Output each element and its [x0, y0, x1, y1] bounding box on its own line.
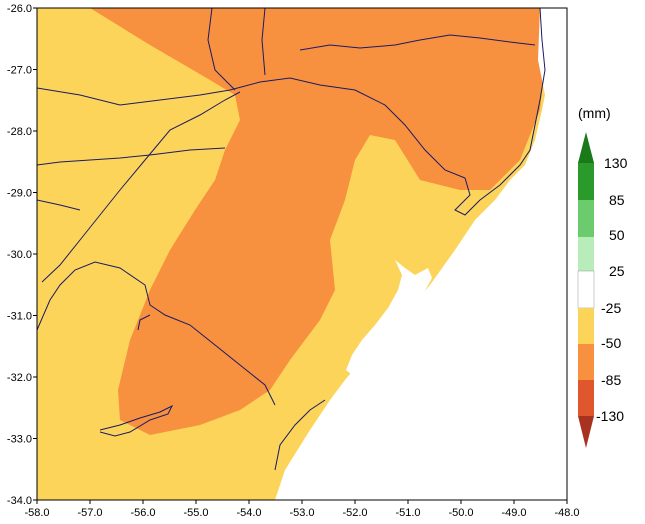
lagoon-patos	[346, 260, 432, 375]
lon-tick-label: -53.0	[289, 507, 314, 519]
lon-tick-label: -58.0	[24, 507, 49, 519]
lon-tick-label: -49.0	[501, 507, 526, 519]
legend-box-minus85-minus130	[578, 380, 594, 416]
legend-box-85-130	[578, 163, 594, 200]
lon-tick-label: -48.0	[554, 507, 579, 519]
legend-unit: (mm)	[578, 105, 611, 121]
legend: (mm) 130 85 50 25 -25 -50 -85 -130	[577, 105, 628, 448]
lon-tick-label: -54.0	[236, 507, 261, 519]
legend-label-minus25: -25	[601, 300, 621, 316]
legend-label-minus50: -50	[601, 335, 621, 351]
lon-tick-label: -57.0	[77, 507, 102, 519]
legend-label-minus85: -85	[601, 372, 621, 388]
lon-tick-label: -56.0	[130, 507, 155, 519]
lat-tick-label: -30.0	[7, 249, 32, 261]
lon-tick-label: -55.0	[183, 507, 208, 519]
lat-tick-label: -32.0	[7, 372, 32, 384]
lat-tick-label: -28.0	[7, 126, 32, 138]
legend-arrow-top	[578, 132, 594, 163]
legend-box-minus25-minus50	[578, 308, 594, 344]
legend-label-25: 25	[609, 263, 625, 279]
legend-label-50: 50	[609, 227, 625, 243]
lat-tick-label: -26.0	[7, 3, 32, 15]
legend-box-minus50-minus85	[578, 344, 594, 380]
legend-label-130: 130	[604, 155, 628, 171]
legend-arrow-bottom	[578, 416, 594, 448]
lon-tick-label: -51.0	[395, 507, 420, 519]
legend-box-25-50	[578, 237, 594, 271]
legend-label-85: 85	[609, 192, 625, 208]
lat-tick-label: -34.0	[7, 495, 32, 507]
lon-tick-label: -50.0	[448, 507, 473, 519]
longitude-axis: -58.0 -57.0 -56.0 -55.0 -54.0 -53.0 -52.0 -51.0…	[24, 500, 580, 519]
lat-tick-label: -27.0	[7, 65, 32, 77]
lat-tick-label: -31.0	[7, 311, 32, 323]
lat-tick-label: -33.0	[7, 434, 32, 446]
legend-box-50-85	[578, 200, 594, 237]
lon-tick-label: -52.0	[342, 507, 367, 519]
ocean	[275, 8, 567, 500]
latitude-axis: -26.0 -27.0 -28.0 -29.0 -30.0 -31.0 -32.0 -33.0…	[7, 3, 37, 507]
legend-label-minus130: -130	[596, 408, 624, 424]
legend-box-neutral	[577, 270, 595, 309]
anomaly-region-north	[90, 8, 545, 435]
map-plot-area	[37, 8, 567, 500]
lat-tick-label: -29.0	[7, 188, 32, 200]
political-borders	[37, 8, 546, 471]
